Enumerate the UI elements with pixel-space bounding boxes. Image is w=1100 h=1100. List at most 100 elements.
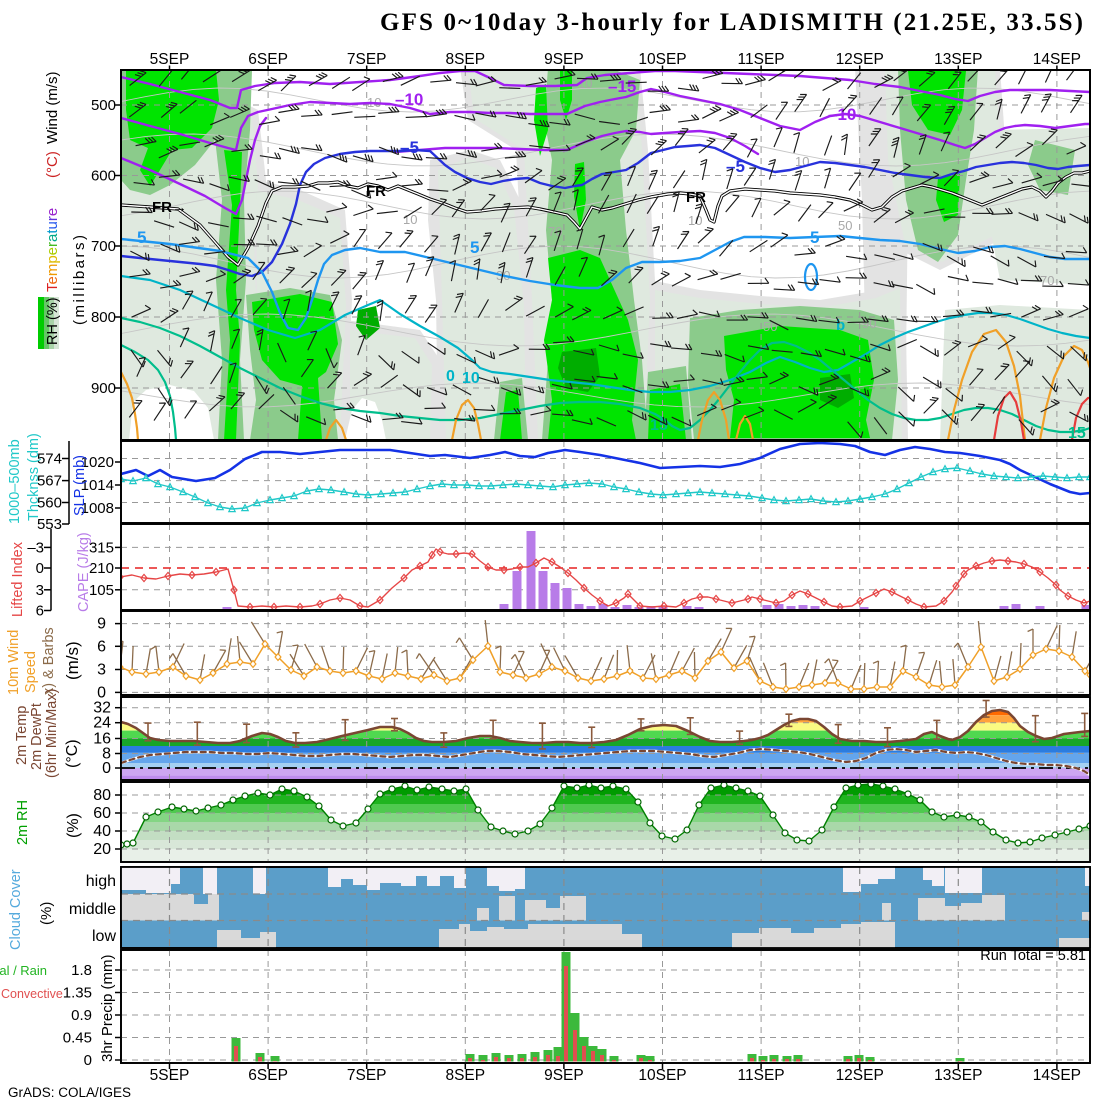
svg-text:1014: 1014 — [81, 477, 114, 494]
svg-text:553: 553 — [37, 516, 62, 533]
svg-text:10m Wind: 10m Wind — [6, 630, 22, 695]
svg-text:9: 9 — [97, 616, 106, 633]
svg-text:210: 210 — [89, 560, 114, 577]
svg-text:0.9: 0.9 — [71, 1007, 92, 1024]
svg-text:13SEP: 13SEP — [934, 1067, 982, 1084]
svg-text:10: 10 — [578, 76, 592, 91]
svg-text:(%): (%) — [38, 902, 55, 925]
svg-text:5SEP: 5SEP — [150, 1067, 190, 1084]
svg-text:16: 16 — [93, 731, 111, 748]
svg-text:500: 500 — [91, 97, 116, 114]
svg-text:70: 70 — [1040, 273, 1054, 288]
svg-text:5: 5 — [137, 228, 146, 247]
svg-text:0: 0 — [102, 760, 111, 777]
svg-text:800: 800 — [91, 309, 116, 326]
svg-text:3hr Precip (mm): 3hr Precip (mm) — [99, 954, 116, 1062]
svg-text:90: 90 — [862, 316, 876, 331]
svg-text:–5: –5 — [400, 138, 419, 157]
svg-text:600: 600 — [91, 168, 116, 185]
svg-text:1000–500mb: 1000–500mb — [7, 439, 23, 524]
svg-text:(%): (%) — [65, 813, 82, 838]
svg-text:6: 6 — [97, 638, 106, 655]
svg-text:6SEP: 6SEP — [248, 1067, 288, 1084]
svg-text:(6hr Min/Max): (6hr Min/Max) — [44, 689, 60, 778]
svg-text:–3: –3 — [27, 539, 44, 556]
svg-text:CAPE (J/kg): CAPE (J/kg) — [76, 532, 92, 612]
svg-text:Speed: Speed — [23, 651, 39, 693]
svg-text:105: 105 — [89, 582, 114, 599]
svg-text:–10: –10 — [395, 90, 423, 109]
svg-text:(°C): (°C) — [64, 739, 81, 768]
svg-text:5: 5 — [810, 228, 819, 247]
svg-text:5: 5 — [470, 238, 479, 257]
svg-text:2m RH: 2m RH — [15, 800, 31, 845]
svg-text:RH (%): RH (%) — [45, 297, 61, 345]
svg-text:1008: 1008 — [81, 500, 114, 517]
svg-text:0.45: 0.45 — [63, 1030, 92, 1047]
svg-text:GFS 0~10day 3-hourly for LADIS: GFS 0~10day 3-hourly for LADISMITH (21.2… — [380, 9, 1083, 36]
svg-text:GrADS: COLA/IGES: GrADS: COLA/IGES — [8, 1085, 131, 1100]
svg-text:(°C): (°C) — [44, 151, 61, 178]
svg-text:Temperature: Temperature — [44, 208, 61, 292]
svg-text:700: 700 — [91, 238, 116, 255]
svg-text:Total / Rain: Total / Rain — [0, 963, 47, 978]
svg-text:13SEP: 13SEP — [934, 51, 982, 68]
svg-text:1.8: 1.8 — [71, 962, 92, 979]
svg-text:–10: –10 — [828, 105, 856, 124]
svg-text:15: 15 — [650, 417, 668, 434]
svg-text:low: low — [92, 928, 116, 945]
svg-text:6: 6 — [36, 603, 44, 620]
svg-text:1020: 1020 — [81, 454, 114, 471]
svg-text:0: 0 — [446, 368, 455, 385]
svg-text:315: 315 — [89, 539, 114, 556]
svg-text:1.35: 1.35 — [63, 985, 92, 1002]
svg-text:2m DewPt: 2m DewPt — [29, 703, 45, 770]
svg-text:Thcknss (dm): Thcknss (dm) — [26, 433, 42, 521]
svg-text:40: 40 — [93, 823, 111, 840]
svg-text:567: 567 — [37, 473, 62, 490]
svg-text:Run Total = 5.81: Run Total = 5.81 — [980, 948, 1086, 964]
svg-text:Wind (m/s): Wind (m/s) — [44, 72, 61, 145]
svg-text:11SEP: 11SEP — [738, 51, 785, 68]
svg-text:0: 0 — [36, 560, 44, 577]
svg-text:FR: FR — [366, 183, 386, 200]
svg-text:14SEP: 14SEP — [1033, 51, 1081, 68]
svg-text:10SEP: 10SEP — [638, 51, 686, 68]
svg-text:x) & Barbs: x) & Barbs — [41, 627, 57, 695]
svg-text:10: 10 — [688, 213, 702, 228]
svg-text:8: 8 — [102, 746, 111, 763]
svg-text:12SEP: 12SEP — [836, 51, 884, 68]
svg-text:Cloud Cover: Cloud Cover — [8, 869, 24, 950]
svg-text:80: 80 — [93, 787, 111, 804]
svg-text:60: 60 — [93, 805, 111, 822]
svg-text:5SEP: 5SEP — [150, 51, 190, 68]
svg-text:0: 0 — [97, 684, 106, 701]
svg-text:FR→: FR→ — [152, 199, 187, 216]
svg-text:3: 3 — [97, 662, 106, 679]
svg-text:7SEP: 7SEP — [347, 51, 387, 68]
svg-text:50: 50 — [838, 218, 852, 233]
svg-text:24: 24 — [93, 715, 111, 732]
svg-text:8SEP: 8SEP — [445, 1067, 485, 1084]
svg-text:0: 0 — [84, 1052, 92, 1069]
svg-text:900: 900 — [91, 380, 116, 397]
svg-text:–5: –5 — [726, 157, 745, 176]
svg-text:3: 3 — [36, 582, 44, 599]
svg-text:Lifted Index: Lifted Index — [10, 541, 26, 617]
svg-text:7SEP: 7SEP — [347, 1067, 387, 1084]
svg-text:32: 32 — [93, 700, 111, 717]
svg-text:9SEP: 9SEP — [544, 1067, 584, 1084]
svg-text:(m/s): (m/s) — [63, 641, 82, 680]
svg-text:b: b — [836, 317, 845, 334]
svg-text:20: 20 — [93, 841, 111, 858]
svg-text:9SEP: 9SEP — [544, 51, 584, 68]
svg-text:12SEP: 12SEP — [836, 1067, 884, 1084]
svg-text:(millibars): (millibars) — [71, 233, 88, 326]
svg-text:–15: –15 — [608, 77, 636, 96]
svg-text:10: 10 — [462, 370, 480, 387]
svg-text:10SEP: 10SEP — [638, 1067, 686, 1084]
svg-text:high: high — [86, 873, 116, 890]
svg-text:middle: middle — [69, 901, 116, 918]
svg-text:574: 574 — [37, 451, 62, 468]
svg-text:2m Temp: 2m Temp — [14, 706, 30, 765]
